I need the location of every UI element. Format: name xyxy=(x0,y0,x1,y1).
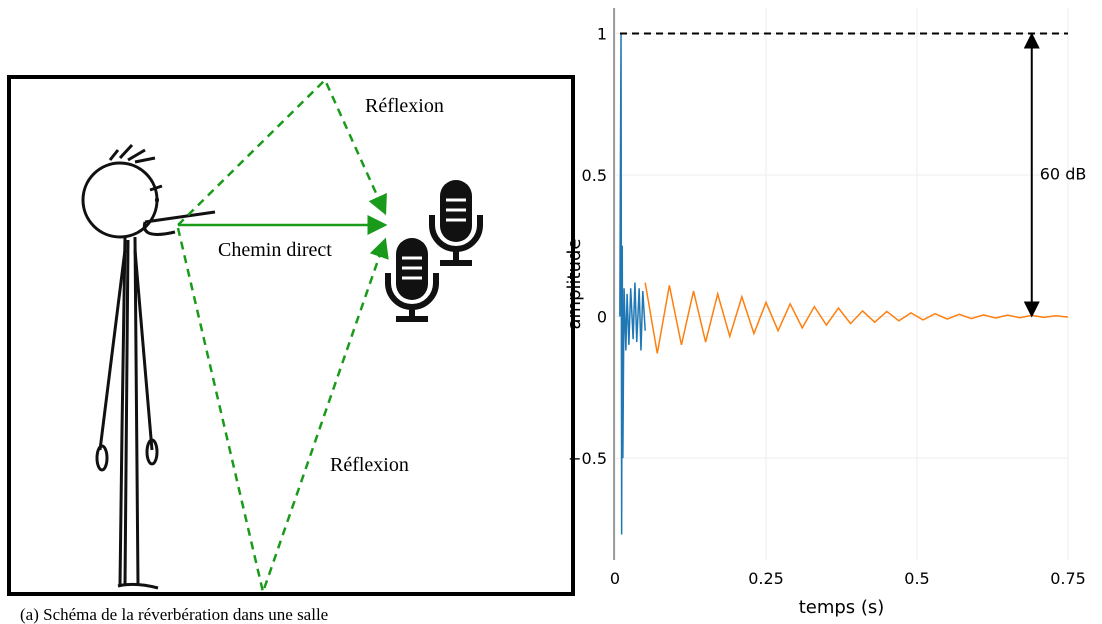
series-line xyxy=(644,282,1069,354)
diagram: Réflexion Chemin direct Réflexion (a) Sc… xyxy=(7,75,575,624)
x-tick-label: 0.25 xyxy=(748,569,784,588)
chart: −0.5 0 0.5 1 0 0.25 0.5 0.75 temps (s) amplitude 6… xyxy=(564,8,1086,618)
reflection-label: Réflexion xyxy=(365,95,444,117)
direct-label: Chemin direct xyxy=(218,239,332,261)
y-tick-label: 1 xyxy=(597,24,607,43)
room xyxy=(7,75,575,596)
annotation-label: 60 dB xyxy=(1040,164,1087,183)
microphones xyxy=(385,180,483,322)
y-tick-label: 0.5 xyxy=(582,166,607,185)
series-line xyxy=(619,33,646,535)
x-axis-label: temps (s) xyxy=(799,597,885,618)
person xyxy=(81,143,216,590)
y-axis-label: amplitude xyxy=(564,239,585,330)
x-tick-label: 0 xyxy=(610,569,620,588)
y-tick-label: 0 xyxy=(597,308,607,327)
paths xyxy=(176,77,389,597)
y-tick-label: −0.5 xyxy=(568,449,607,468)
x-tick-label: 0.5 xyxy=(904,569,929,588)
caption: (a) Schéma de la réverbération dans une … xyxy=(20,605,328,624)
reflection-label: Réflexion xyxy=(330,454,409,476)
x-tick-label: 0.75 xyxy=(1050,569,1086,588)
